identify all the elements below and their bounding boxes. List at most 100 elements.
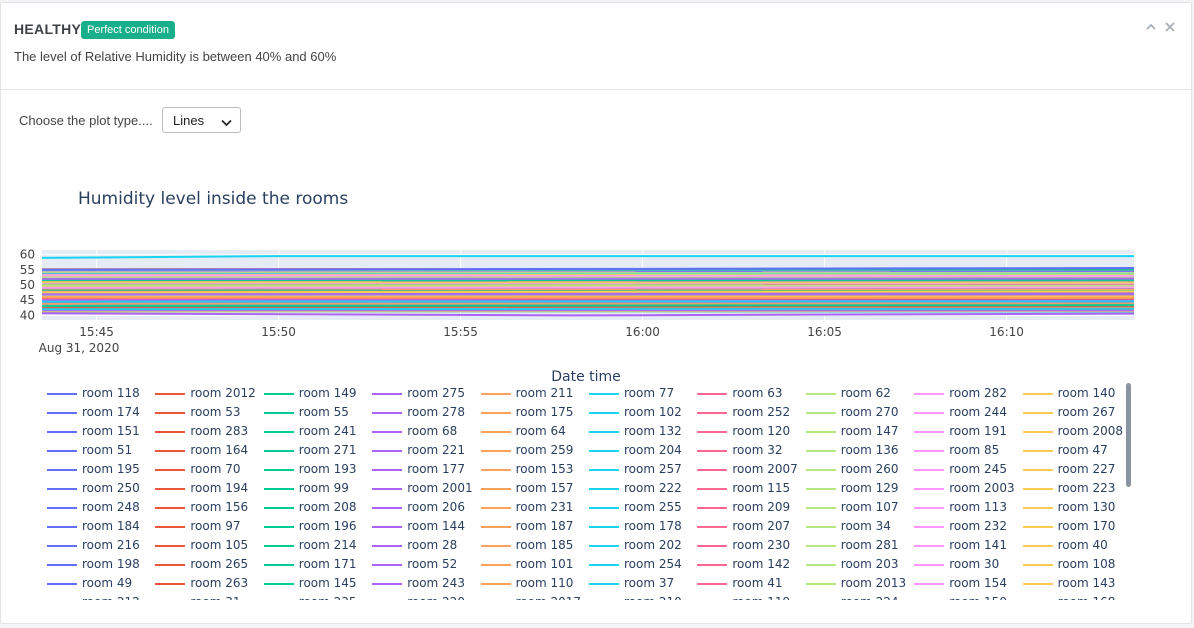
legend-swatch (480, 469, 511, 471)
legend-swatch (372, 393, 403, 395)
legend-swatch (263, 545, 294, 547)
legend-swatch (697, 507, 728, 509)
legend-swatch (697, 545, 728, 547)
legend-label: room 244 (949, 405, 1007, 419)
plot-type-select[interactable]: Lines (162, 107, 241, 133)
legend-swatch (914, 583, 945, 585)
x-tick-label: 16:00 (625, 325, 660, 339)
legend-swatch (914, 412, 945, 414)
legend-swatch (805, 507, 836, 509)
legend-label: room 208 (298, 500, 357, 514)
legend-label: room 105 (190, 538, 249, 552)
legend-swatch (697, 564, 728, 566)
legend-swatch (263, 583, 294, 585)
legend-label: room 2007 (732, 462, 798, 476)
x-tick-label: 16:05 (807, 325, 842, 339)
legend-label: room 129 (840, 481, 899, 495)
legend-label: room 130 (1057, 500, 1116, 514)
legend-label: room 147 (840, 424, 899, 438)
legend-swatch (914, 564, 945, 566)
legend-swatch (47, 412, 77, 414)
chart-title: Humidity level inside the rooms (78, 189, 349, 209)
series-line (41, 271, 1135, 274)
legend-label: room 168 (1058, 595, 1116, 600)
legend-swatch (805, 469, 836, 471)
legend-label: room 227 (1057, 462, 1116, 476)
legend-label: room 40 (1057, 538, 1108, 552)
legend-label: room 265 (190, 557, 249, 571)
legend-label: room 63 (732, 386, 783, 400)
legend-swatch (914, 545, 945, 547)
legend-label: room 2003 (949, 481, 1015, 495)
legend-label: room 252 (732, 405, 791, 419)
legend-swatch (155, 564, 186, 566)
x-tick-label: 15:55 (443, 325, 478, 339)
legend-label: room 62 (840, 386, 891, 400)
legend-label: room 214 (298, 538, 357, 552)
legend-label: room 120 (732, 424, 791, 438)
legend-swatch (372, 450, 403, 452)
legend-label: room 140 (1057, 386, 1116, 400)
legend-label: room 2008 (1057, 424, 1123, 438)
legend-swatch (697, 488, 728, 490)
legend-swatch (263, 469, 294, 471)
legend-swatch (480, 507, 511, 509)
legend-label: room 193 (298, 462, 357, 476)
legend-label: room 118 (82, 386, 140, 400)
legend-swatch (697, 526, 728, 528)
legend-label: room 196 (298, 519, 357, 533)
series-line (41, 286, 1135, 289)
legend-swatch (372, 583, 403, 585)
legend-label: room 97 (190, 519, 241, 533)
y-tick-label: 40 (20, 308, 35, 322)
legend-label: room 156 (190, 500, 249, 514)
legend-swatch (589, 469, 619, 471)
legend-swatch (805, 450, 836, 452)
legend-label: room 142 (732, 557, 791, 571)
chevron-up-icon[interactable] (1145, 20, 1157, 36)
legend-label: room 164 (190, 443, 249, 457)
legend-label: room 245 (949, 462, 1007, 476)
y-tick-label: 60 (20, 248, 35, 262)
legend-label: room 53 (190, 405, 241, 419)
legend-swatch (155, 393, 186, 395)
legend-swatch (914, 526, 945, 528)
legend-swatch (589, 450, 619, 452)
legend-label: room 30 (949, 557, 1000, 571)
legend-label: room 209 (732, 500, 791, 514)
legend-label: room 223 (1057, 481, 1116, 495)
legend-label: room 185 (515, 538, 574, 552)
legend-scrollbar[interactable] (1126, 383, 1131, 487)
legend-swatch (155, 545, 186, 547)
series-line (41, 296, 1135, 299)
legend-swatch (263, 412, 294, 414)
chart-legend: room 118 room 2012 room 149 room 275 room 21… (41, 385, 1131, 600)
series-line-highlight (41, 255, 1134, 259)
legend-swatch (47, 507, 77, 509)
legend-label: room 2013 (840, 576, 907, 590)
legend-swatch (480, 488, 511, 490)
legend-label: room 243 (407, 576, 465, 590)
close-icon[interactable] (1164, 20, 1176, 36)
legend-label: room 2001 (407, 481, 473, 495)
legend-label: room 149 (298, 386, 357, 400)
legend-label: room 271 (298, 443, 357, 457)
legend-label: room 150 (949, 595, 1007, 600)
plot-type-value: Lines (173, 113, 205, 128)
legend-swatch (1022, 393, 1053, 395)
legend-swatch (1022, 412, 1053, 414)
legend-label: room 55 (298, 405, 349, 419)
legend-label: room 32 (732, 443, 783, 457)
legend-swatch (372, 412, 403, 414)
legend-label: room 141 (949, 538, 1007, 552)
legend-swatch (1022, 488, 1053, 490)
legend-label: room 231 (515, 500, 574, 514)
legend-swatch (155, 450, 186, 452)
legend-swatch (914, 507, 945, 509)
legend-swatch (480, 393, 511, 395)
legend-swatch (47, 488, 77, 490)
legend-label: room 68 (407, 424, 458, 438)
legend-label: room 110 (515, 576, 574, 590)
